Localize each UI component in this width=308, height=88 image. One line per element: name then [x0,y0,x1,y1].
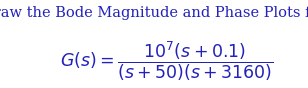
Text: $G(s) = \dfrac{10^7(s+0.1)}{(s+50)(s+3160)}$: $G(s) = \dfrac{10^7(s+0.1)}{(s+50)(s+316… [59,40,273,83]
Text: Draw the Bode Magnitude and Phase Plots for: Draw the Bode Magnitude and Phase Plots … [0,6,308,20]
